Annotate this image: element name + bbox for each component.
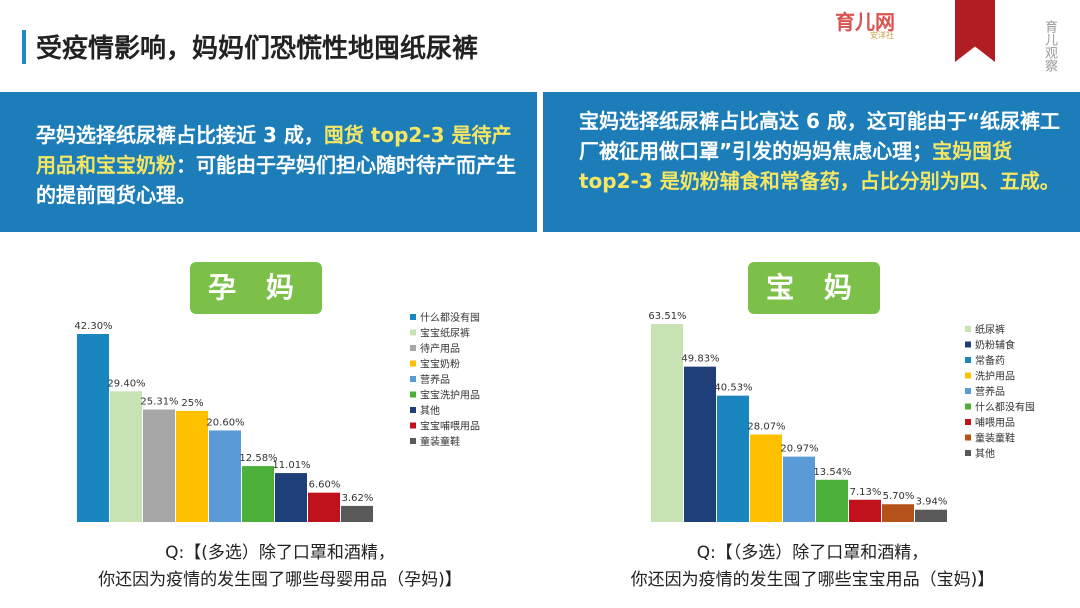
right-bar-value-5: 13.54% — [813, 467, 851, 478]
right-legend-label-3: 洗护用品 — [975, 370, 1015, 383]
left-bar-value-6: 11.01% — [272, 460, 310, 471]
right-bar-value-8: 3.94% — [916, 497, 948, 508]
left-bar-4 — [209, 430, 241, 522]
right-bar-value-0: 63.51% — [648, 311, 686, 322]
left-legend-swatch-5 — [410, 391, 416, 398]
right-bar-4 — [783, 456, 815, 522]
left-summary-text-2: ：可能由于孕妈们担心随时待产而产生的提前囤货心理。 — [36, 153, 516, 207]
left-legend-label-2: 待产用品 — [420, 342, 460, 355]
left-summary-highlight: 囤货 top2-3 是待产用品和宝宝奶粉 — [36, 123, 512, 177]
left-bar-8 — [341, 505, 373, 522]
right-summary-panel: 宝妈选择纸尿裤占比高达 6 成，这可能由于“纸尿裤工厂被征用做口罩”引发的妈妈焦… — [543, 92, 1080, 232]
right-question: Q:【（多选）除了口罩和酒精， 你还因为疫情的发生囤了哪些宝宝用品（宝妈)】 — [545, 540, 1080, 594]
right-legend-swatch-1 — [965, 341, 971, 348]
left-legend-swatch-1 — [410, 329, 416, 336]
right-legend-label-1: 奶粉辅食 — [975, 339, 1015, 352]
right-legend-swatch-7 — [965, 434, 971, 441]
title-accent-bar — [22, 30, 26, 64]
left-bar-5 — [242, 466, 274, 522]
right-summary-highlight: 宝妈囤货 top2-3 是奶粉辅食和常备药，占比分别为四、五成。 — [579, 139, 1060, 193]
left-bar-value-4: 20.60% — [206, 417, 244, 428]
left-legend-swatch-6 — [410, 407, 416, 413]
left-question: Q:【(多选）除了口罩和酒精， 你还因为疫情的发生囤了哪些母婴用品（孕妈)】 — [0, 540, 560, 594]
left-legend-label-3: 宝宝奶粉 — [420, 358, 460, 371]
right-bar-5 — [816, 479, 848, 522]
left-bar-value-8: 3.62% — [342, 493, 374, 504]
left-legend-label-8: 童装童鞋 — [420, 435, 460, 448]
watermark: 育儿观察 — [1042, 20, 1057, 72]
left-legend-label-6: 其他 — [420, 404, 440, 417]
left-legend-swatch-2 — [410, 345, 416, 351]
left-question-line-1: Q:【(多选）除了口罩和酒精， — [165, 543, 395, 563]
right-legend-swatch-6 — [965, 419, 971, 425]
right-legend-swatch-8 — [965, 450, 971, 456]
left-bar-3 — [176, 410, 208, 522]
brand-logo: 育儿网 — [835, 10, 895, 34]
right-question-line-1: Q:【（多选）除了口罩和酒精， — [696, 543, 929, 563]
left-bar-value-1: 29.40% — [107, 378, 145, 389]
left-legend-swatch-4 — [410, 376, 416, 382]
left-bar-value-2: 25.31% — [140, 397, 178, 408]
left-bar-1 — [110, 391, 142, 522]
brand-logo-sub: 安洋社 — [870, 31, 894, 40]
right-bar-0 — [651, 324, 683, 522]
left-legend-swatch-0 — [410, 314, 416, 320]
left-legend-label-1: 宝宝纸尿裤 — [420, 327, 470, 340]
right-bar-2 — [717, 395, 749, 522]
right-summary-text: 宝妈选择纸尿裤占比高达 6 成，这可能由于“纸尿裤工厂被征用做口罩”引发的妈妈焦… — [579, 109, 1060, 163]
mom-badge: 宝 妈 — [748, 262, 880, 314]
right-bar-3 — [750, 434, 782, 522]
right-bar-8 — [915, 509, 947, 522]
left-bar-6 — [275, 473, 307, 522]
right-legend-swatch-4 — [965, 388, 971, 394]
right-bar-value-3: 28.07% — [747, 421, 785, 432]
right-bar-7 — [882, 504, 914, 522]
left-bar-0 — [77, 334, 109, 522]
left-legend-swatch-8 — [410, 438, 416, 444]
right-legend-label-0: 纸尿裤 — [975, 323, 1005, 336]
left-legend-swatch-7 — [410, 422, 416, 429]
left-bar-2 — [143, 409, 175, 522]
page-title: 受疫情影响，妈妈们恐慌性地囤纸尿裤 — [36, 34, 479, 64]
left-bar-value-5: 12.58% — [239, 453, 277, 464]
left-legend-label-5: 宝宝洗护用品 — [420, 389, 480, 402]
left-bar-value-7: 6.60% — [309, 480, 341, 491]
right-bar-1 — [684, 366, 716, 522]
right-legend-label-7: 童装童鞋 — [975, 432, 1015, 445]
left-summary-text: 孕妈选择纸尿裤占比接近 3 成， — [36, 123, 324, 147]
right-legend-swatch-0 — [965, 326, 971, 332]
right-bar-value-6: 7.13% — [850, 487, 882, 498]
right-legend-swatch-3 — [965, 372, 971, 379]
right-bar-value-1: 49.83% — [681, 354, 719, 365]
right-legend-label-6: 哺喂用品 — [975, 416, 1015, 429]
right-bar-6 — [849, 499, 881, 522]
left-question-line-2: 你还因为疫情的发生囤了哪些母婴用品（孕妈)】 — [98, 570, 462, 590]
right-question-line-2: 你还因为疫情的发生囤了哪些宝宝用品（宝妈)】 — [630, 570, 995, 590]
left-legend-label-0: 什么都没有囤 — [420, 311, 480, 324]
left-bar-value-0: 42.30% — [74, 321, 112, 332]
right-legend-swatch-5 — [965, 403, 971, 410]
left-legend-swatch-3 — [410, 360, 416, 367]
left-bar-7 — [308, 492, 340, 522]
left-bar-value-3: 25% — [181, 398, 203, 409]
left-legend-label-4: 营养品 — [420, 373, 450, 386]
right-legend-swatch-2 — [965, 357, 971, 363]
left-legend-label-7: 宝宝哺喂用品 — [420, 420, 480, 433]
right-legend-label-5: 什么都没有囤 — [975, 401, 1035, 414]
right-bar-value-7: 5.70% — [883, 491, 915, 502]
right-legend-label-8: 其他 — [975, 447, 995, 460]
right-bar-value-4: 20.97% — [780, 444, 818, 455]
left-summary-panel: 孕妈选择纸尿裤占比接近 3 成，囤货 top2-3 是待产用品和宝宝奶粉：可能由… — [0, 92, 537, 232]
right-legend-label-4: 营养品 — [975, 385, 1005, 398]
right-bar-value-2: 40.53% — [714, 383, 752, 394]
right-legend-label-2: 常备药 — [975, 354, 1005, 367]
pregnant-mom-badge: 孕 妈 — [190, 262, 322, 314]
